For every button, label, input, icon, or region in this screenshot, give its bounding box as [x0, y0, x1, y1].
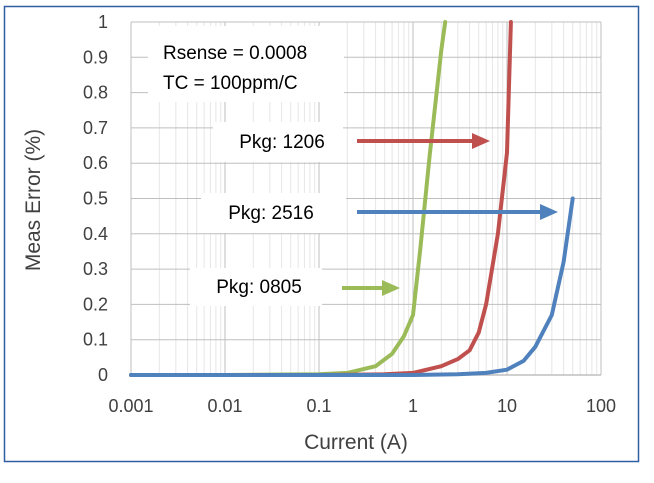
- axes: 0.001 0.01 0.1 1 10 100 0 0.1 0.2 0.3 0.4 0.5 0.6 0.7…: [83, 12, 616, 416]
- params-tc-text: TC = 100ppm/C: [163, 73, 298, 94]
- series-layer: [129, 20, 575, 377]
- series-label-0: Pkg: 0805: [216, 277, 302, 298]
- x-axis-title: Current (A): [304, 431, 408, 454]
- y-tick-label: 0.2: [83, 294, 108, 314]
- series-label-box-1: [213, 122, 343, 162]
- y-tick-label: 0.7: [83, 118, 108, 138]
- series-label-2: Pkg: 2516: [228, 203, 314, 224]
- y-tick-label: 0.4: [83, 224, 108, 244]
- y-tick-label: 0: [98, 365, 108, 385]
- y-tick-label: 0.1: [83, 330, 108, 350]
- x-tick-label: 100: [586, 396, 616, 416]
- series-label-box-2: [201, 193, 346, 233]
- y-tick-label: 1: [98, 12, 108, 32]
- y-tick-label: 0.8: [83, 83, 108, 103]
- series-label-box-0: [190, 268, 322, 306]
- x-tick-label: 0.01: [207, 396, 242, 416]
- label-layer: Pkg: 0805 Pkg: 1206 Pkg: 2516: [190, 122, 558, 306]
- x-tick-label: 1: [408, 396, 418, 416]
- y-tick-label: 0.9: [83, 47, 108, 67]
- series-arrowhead-1: [472, 133, 490, 149]
- series-arrowhead-0: [382, 280, 400, 296]
- series-label-1: Pkg: 1206: [239, 132, 325, 153]
- annotation-layer: Rsense = 0.0008 TC = 100ppm/C: [148, 26, 344, 102]
- y-tick-label: 0.5: [83, 189, 108, 209]
- x-tick-label: 0.001: [108, 396, 153, 416]
- params-box: [148, 26, 344, 102]
- series-line-2: [129, 196, 575, 377]
- y-axis-title: Meas Error (%): [22, 129, 45, 271]
- y-tick-label: 0.3: [83, 259, 108, 279]
- params-rsense-text: Rsense = 0.0008: [163, 43, 307, 64]
- y-tick-label: 0.6: [83, 153, 108, 173]
- x-tick-label: 0.1: [306, 396, 331, 416]
- x-tick-label: 10: [497, 396, 517, 416]
- series-arrowhead-2: [540, 204, 558, 220]
